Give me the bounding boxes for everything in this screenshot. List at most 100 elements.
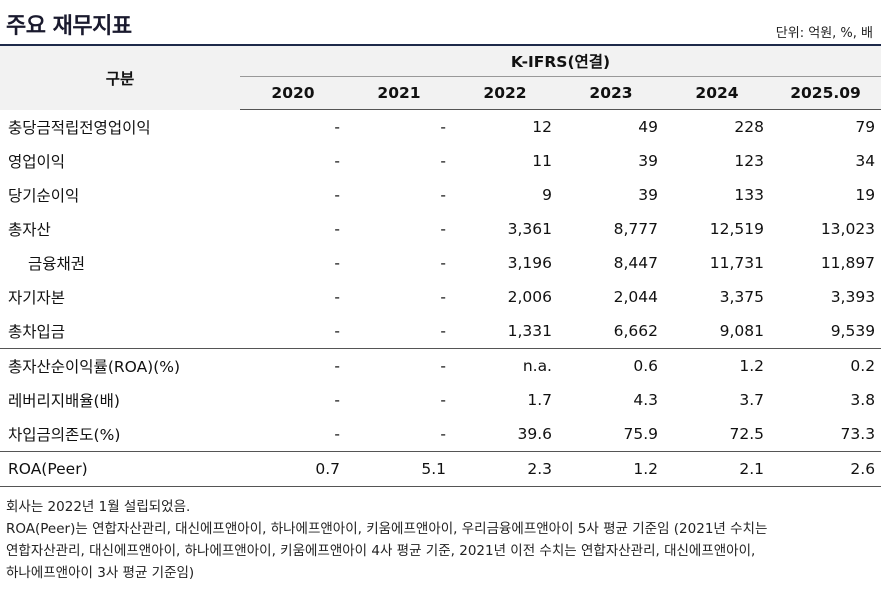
cell-value: 12,519 xyxy=(709,220,764,238)
cell-value: - xyxy=(440,288,446,306)
cell-value: 3.7 xyxy=(739,391,764,409)
cell-value: 19 xyxy=(855,186,876,204)
cell-value: - xyxy=(334,220,340,238)
cell-value: - xyxy=(334,152,340,170)
table-row: 총자산순이익률(ROA)(%) - - n.a. 0.6 1.2 0.2 xyxy=(0,348,881,383)
cell-value: 34 xyxy=(855,152,876,170)
table-row: 금융채권 - - 3,196 8,447 11,731 11,897 xyxy=(0,246,881,280)
cell-value: 39.6 xyxy=(517,425,552,443)
cell-value: 1.7 xyxy=(527,391,552,409)
cell-value: 133 xyxy=(734,186,764,204)
cell-value: 79 xyxy=(855,118,876,136)
row-label: 자기자본 xyxy=(8,289,66,307)
cell-value: 9 xyxy=(542,186,552,204)
cell-value: 0.6 xyxy=(558,348,664,383)
unit-label: 단위: 억원, %, 배 xyxy=(775,26,873,41)
cell-value: - xyxy=(334,118,340,136)
cell-value: 3,361 xyxy=(507,220,552,238)
cell-value: 39 xyxy=(638,152,658,170)
table-row: 영업이익 - - 11 39 123 34 xyxy=(0,144,881,178)
cell-value: - xyxy=(440,425,446,443)
row-label: 차입금의존도(%) xyxy=(8,426,121,444)
cell-value: - xyxy=(440,152,446,170)
cell-value: 11,731 xyxy=(709,254,764,272)
footnote-line: ROA(Peer)는 연합자산관리, 대신에프앤아이, 하나에프앤아이, 키움에… xyxy=(6,521,768,537)
cell-value: - xyxy=(240,348,346,383)
group-header: K-IFRS(연결) xyxy=(240,46,881,77)
footnote-line: 하나에프앤아이 3사 평균 기준임) xyxy=(6,565,195,581)
cell-value: 6,662 xyxy=(613,322,658,340)
table-row: 총자산 - - 3,361 8,777 12,519 13,023 xyxy=(0,212,881,246)
cell-value: 11 xyxy=(532,152,552,170)
financial-table: 구분 K-IFRS(연결) 2020 2021 2022 2023 2024 2… xyxy=(0,46,881,487)
year-header: 2023 xyxy=(558,76,664,110)
table-row: 충당금적립전영업이익 - - 12 49 228 79 xyxy=(0,110,881,145)
cell-value: 2.6 xyxy=(770,451,881,487)
cell-value: 8,447 xyxy=(613,254,658,272)
year-header: 2021 xyxy=(346,76,452,110)
cell-value: 9,539 xyxy=(830,322,876,340)
cell-value: 39 xyxy=(638,186,658,204)
cell-value: - xyxy=(334,254,340,272)
cell-value: - xyxy=(346,348,452,383)
cell-value: 2.3 xyxy=(452,451,558,487)
row-label: 금융채권 xyxy=(28,255,86,273)
cell-value: 1.2 xyxy=(664,348,770,383)
cell-value: 228 xyxy=(734,118,764,136)
year-header: 2024 xyxy=(664,76,770,110)
row-label: 총차입금 xyxy=(8,323,66,341)
table-row: 당기순이익 - - 9 39 133 19 xyxy=(0,178,881,212)
cell-value: n.a. xyxy=(452,348,558,383)
cell-value: 123 xyxy=(734,152,764,170)
cell-value: 2.1 xyxy=(664,451,770,487)
cell-value: 12 xyxy=(532,118,552,136)
cell-value: - xyxy=(334,322,340,340)
cell-value: 3,393 xyxy=(830,288,876,306)
cell-value: 2,006 xyxy=(507,288,552,306)
cell-value: 11,897 xyxy=(820,254,876,272)
cell-value: - xyxy=(334,186,340,204)
cell-value: - xyxy=(440,118,446,136)
cell-value: 0.7 xyxy=(240,451,346,487)
cell-value: 4.3 xyxy=(633,391,658,409)
cell-value: 3,196 xyxy=(507,254,552,272)
year-header: 2022 xyxy=(452,76,558,110)
cell-value: 1.2 xyxy=(558,451,664,487)
cell-value: 3,375 xyxy=(719,288,764,306)
row-label: 영업이익 xyxy=(8,153,66,171)
row-label: 당기순이익 xyxy=(8,187,80,205)
footnote-line: 회사는 2022년 1월 설립되었음. xyxy=(6,499,191,515)
row-label: ROA(Peer) xyxy=(0,451,240,487)
row-label: 충당금적립전영업이익 xyxy=(8,118,151,137)
table-row: 레버리지배율(배) - - 1.7 4.3 3.7 3.8 xyxy=(0,383,881,417)
cell-value: - xyxy=(440,391,446,409)
cell-value: 1,331 xyxy=(507,322,552,340)
header-divider xyxy=(0,44,881,46)
table-row: 자기자본 - - 2,006 2,044 3,375 3,393 xyxy=(0,280,881,314)
cell-value: 49 xyxy=(638,118,658,136)
cell-value: - xyxy=(334,288,340,306)
cell-value: - xyxy=(334,391,340,409)
footnote-line: 연합자산관리, 대신에프앤아이, 하나에프앤아이, 키움에프앤아이 4사 평균 … xyxy=(6,543,756,559)
cell-value: 5.1 xyxy=(346,451,452,487)
cell-value: 0.2 xyxy=(770,348,881,383)
cell-value: - xyxy=(440,254,446,272)
row-label: 총자산 xyxy=(8,221,51,239)
cell-value: 75.9 xyxy=(623,425,658,443)
row-label: 총자산순이익률(ROA)(%) xyxy=(0,348,240,383)
page-title: 주요 재무지표 xyxy=(6,14,132,39)
cell-value: 9,081 xyxy=(719,322,764,340)
table-row: 총차입금 - - 1,331 6,662 9,081 9,539 xyxy=(0,314,881,349)
cell-value: - xyxy=(440,220,446,238)
cell-value: 73.3 xyxy=(840,425,876,443)
row-header: 구분 xyxy=(0,46,240,110)
cell-value: 2,044 xyxy=(613,288,658,306)
cell-value: - xyxy=(440,322,446,340)
cell-value: 8,777 xyxy=(613,220,658,238)
table-row: 차입금의존도(%) - - 39.6 75.9 72.5 73.3 xyxy=(0,417,881,452)
cell-value: - xyxy=(440,186,446,204)
cell-value: 72.5 xyxy=(729,425,764,443)
table-row: ROA(Peer) 0.7 5.1 2.3 1.2 2.1 2.6 xyxy=(0,451,881,487)
footnotes: 회사는 2022년 1월 설립되었음. ROA(Peer)는 연합자산관리, 대… xyxy=(6,496,878,584)
